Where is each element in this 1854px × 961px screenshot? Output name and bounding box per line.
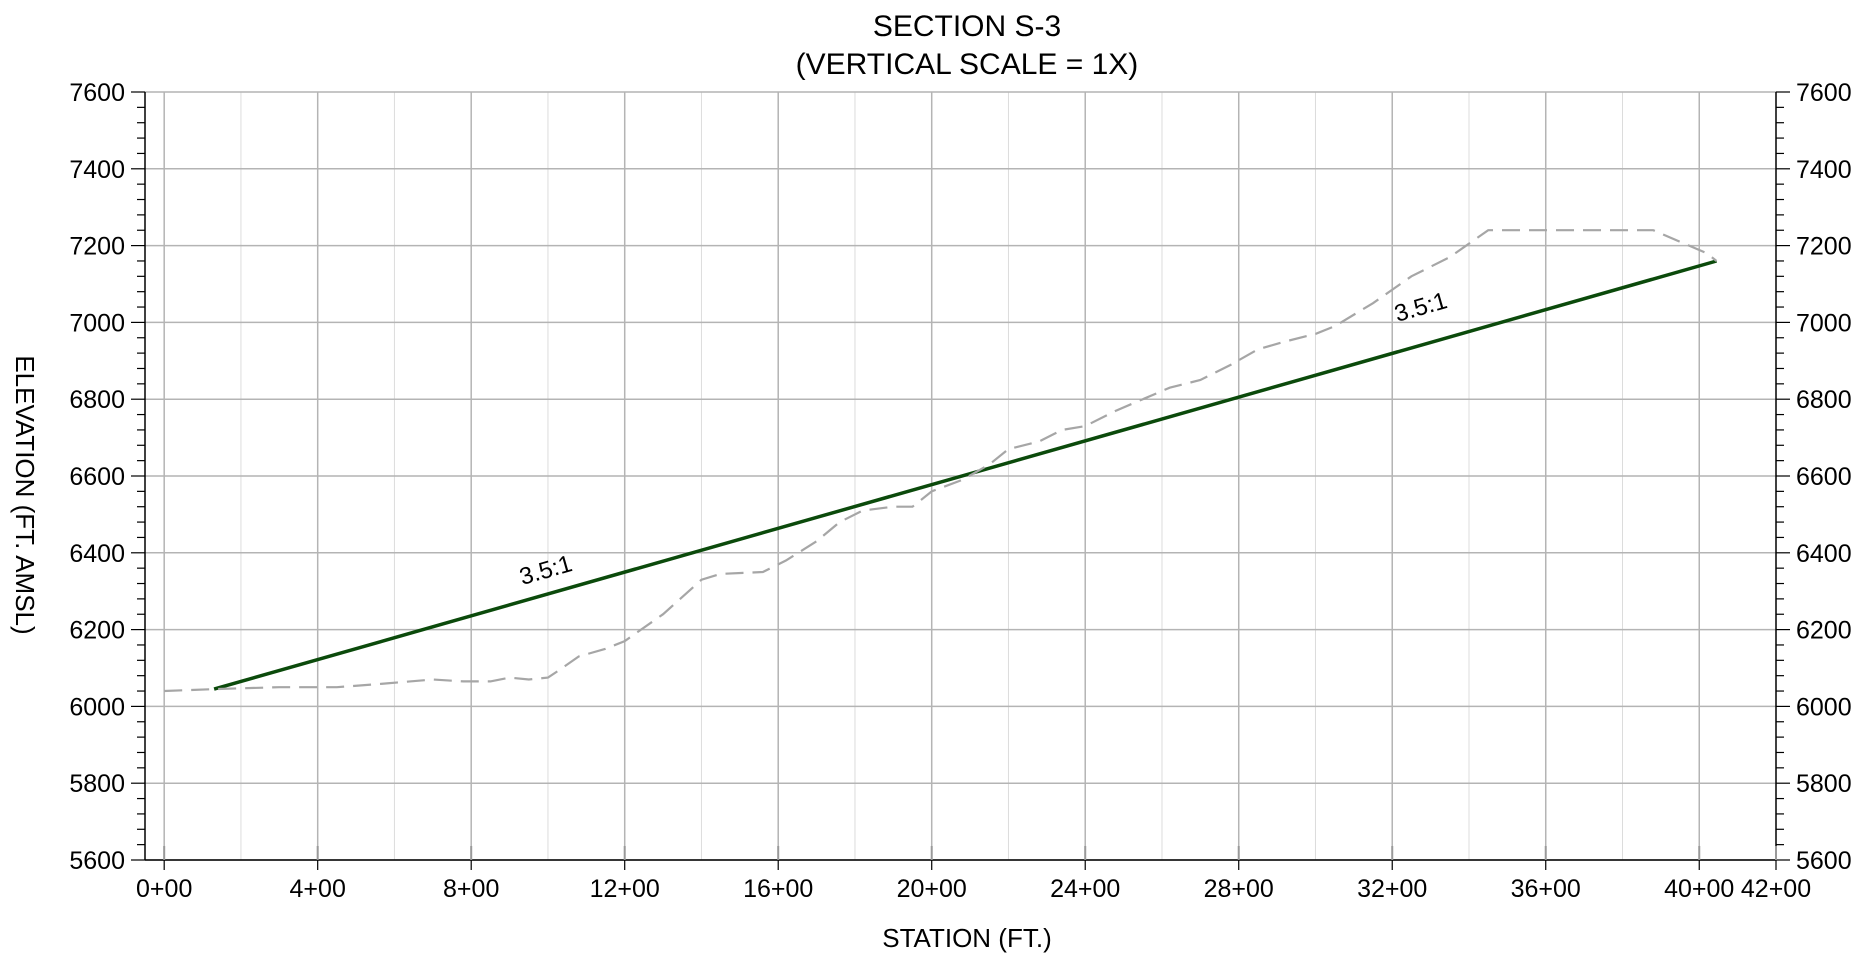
y-tick-label-left: 5800 [69, 770, 125, 798]
y-tick-label-left: 6200 [69, 617, 125, 645]
x-tick-label: 16+00 [743, 875, 813, 903]
y-tick-label-right: 6000 [1796, 693, 1852, 721]
y-tick-label-right: 7200 [1796, 233, 1852, 261]
series-layer [164, 229, 1718, 693]
y-tick-label-right: 7600 [1796, 79, 1852, 107]
x-tick-label: 42+00 [1741, 875, 1811, 903]
slope-annotation: 3.5:1 [517, 550, 576, 591]
tick-layer [131, 91, 1790, 870]
y-tick-label-left: 7600 [69, 79, 125, 107]
y-tick-label-right: 7400 [1796, 156, 1852, 184]
label-layer: 5600 5600 5800 5800 6000 6000 6200 6200 6400 6400… [69, 79, 1851, 903]
y-axis-title: ELEVATION (FT. AMSL) [10, 355, 40, 634]
y-tick-label-left: 5600 [69, 847, 125, 875]
x-tick-label: 24+00 [1050, 875, 1120, 903]
chart-title: SECTION S-3 [873, 10, 1061, 43]
y-tick-label-right: 5600 [1796, 847, 1852, 875]
y-tick-label-left: 7400 [69, 156, 125, 184]
y-tick-label-right: 7000 [1796, 309, 1852, 337]
y-tick-label-left: 7000 [69, 309, 125, 337]
x-tick-label: 8+00 [443, 875, 499, 903]
ground-profile-dashed-line [164, 229, 1718, 693]
x-axis-title: STATION (FT.) [882, 923, 1051, 953]
y-tick-label-left: 6600 [69, 463, 125, 491]
x-tick-label: 28+00 [1204, 875, 1274, 903]
y-tick-label-left: 6400 [69, 540, 125, 568]
y-tick-label-right: 5800 [1796, 770, 1852, 798]
x-tick-label: 4+00 [290, 875, 346, 903]
x-tick-label: 12+00 [590, 875, 660, 903]
chart-subtitle: (VERTICAL SCALE = 1X) [796, 48, 1139, 81]
slope-line [213, 259, 1717, 691]
y-tick-label-left: 7200 [69, 233, 125, 261]
x-tick-label: 0+00 [136, 875, 192, 903]
y-tick-label-left: 6800 [69, 386, 125, 414]
y-tick-label-right: 6800 [1796, 386, 1852, 414]
x-tick-label: 20+00 [897, 875, 967, 903]
y-tick-label-right: 6200 [1796, 617, 1852, 645]
x-tick-label: 40+00 [1664, 875, 1734, 903]
x-tick-label: 32+00 [1357, 875, 1427, 903]
y-tick-label-left: 6000 [69, 693, 125, 721]
y-tick-label-right: 6400 [1796, 540, 1852, 568]
x-tick-label: 36+00 [1511, 875, 1581, 903]
y-tick-label-right: 6600 [1796, 463, 1852, 491]
